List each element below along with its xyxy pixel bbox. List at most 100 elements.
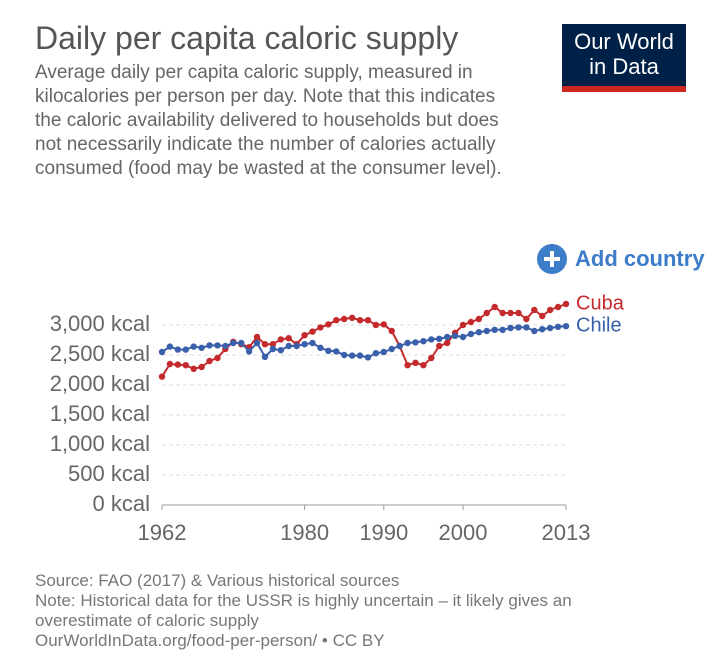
footer: Source: FAO (2017) & Various historical … [35,571,655,651]
data-point [523,324,530,331]
data-point [499,326,506,333]
y-tick-label: 3,000 kcal [50,311,150,336]
data-point [428,336,435,343]
data-point [554,303,562,311]
data-point [562,300,570,308]
data-point [459,333,467,341]
data-point [388,327,395,335]
data-point [174,361,182,368]
data-point [340,315,348,323]
data-point [214,342,221,349]
data-point [253,339,261,347]
data-point [483,327,490,335]
data-point [436,335,443,342]
data-point [309,328,316,335]
data-point [261,341,269,348]
data-point [483,309,490,317]
data-point [515,324,522,331]
data-point [388,345,395,353]
data-point [491,326,498,333]
data-point [222,342,229,350]
data-point [238,339,245,347]
data-point [436,342,443,350]
data-point [269,345,277,353]
data-point [317,324,324,331]
x-tick-label: 1990 [359,520,408,545]
series-line [161,303,567,378]
data-point [293,342,300,350]
x-tick-label: 2013 [542,520,591,545]
add-country-button[interactable]: Add country [537,244,705,274]
data-point [499,309,506,317]
data-point [230,339,237,347]
data-point [451,332,459,339]
series-label: Chile [576,314,622,336]
url[interactable]: OurWorldInData.org/food-per-person/ • CC… [35,631,385,650]
y-tick-label: 1,000 kcal [50,431,150,456]
data-point [174,346,182,353]
data-point [198,344,205,351]
data-point [475,329,483,336]
data-point [531,306,538,314]
data-point [531,327,538,335]
data-point [158,348,166,356]
chart-title: Daily per capita caloric supply [35,20,459,56]
data-point [301,341,308,348]
data-point [539,312,546,320]
data-point [404,362,411,369]
data-point [546,324,554,332]
data-point [523,315,530,323]
data-point [491,303,498,311]
add-icon [537,244,567,274]
data-point [206,342,213,349]
y-tick-label: 500 kcal [68,461,150,486]
data-point [340,351,348,359]
data-point [443,333,451,341]
data-point [277,347,285,354]
data-point [285,342,292,350]
data-point [420,338,427,345]
logo-text: in Data [589,54,659,79]
x-tick-label: 1962 [138,520,187,545]
data-point [309,339,316,347]
data-point [459,321,467,329]
data-point [396,342,403,350]
data-point [166,360,174,368]
data-point [428,354,435,362]
data-point [325,347,332,354]
data-point [356,352,364,359]
data-point [190,343,197,350]
data-point [372,350,380,357]
add-country-label: Add country [575,246,705,271]
data-point [554,323,562,330]
data-point [285,335,292,342]
data-point [404,339,411,347]
data-point [412,359,419,366]
data-point [507,324,514,332]
y-tick-label: 0 kcal [93,491,150,516]
series-line [161,325,567,359]
data-point [507,309,514,317]
logo[interactable]: Our World in Data [562,24,686,92]
data-point [364,354,372,361]
series-label: Cuba [576,292,625,314]
chart-subtitle: Average daily per capita caloric supply,… [35,62,502,179]
data-point [412,339,419,346]
data-point [475,315,483,323]
data-point [301,332,308,339]
y-tick-label: 1,500 kcal [50,401,150,426]
data-point [348,314,356,321]
data-point [443,339,451,347]
y-tick-label: 2,000 kcal [50,371,150,396]
data-point [214,354,221,362]
data-point [182,362,189,369]
data-point [269,341,277,348]
data-point [420,362,427,369]
data-point [364,317,372,324]
logo-text: Our World [574,29,674,54]
note: Note: Historical data for the USSR is hi… [35,591,572,630]
data-point [182,346,189,353]
data-point [245,348,253,355]
x-tick-label: 2000 [439,520,488,545]
